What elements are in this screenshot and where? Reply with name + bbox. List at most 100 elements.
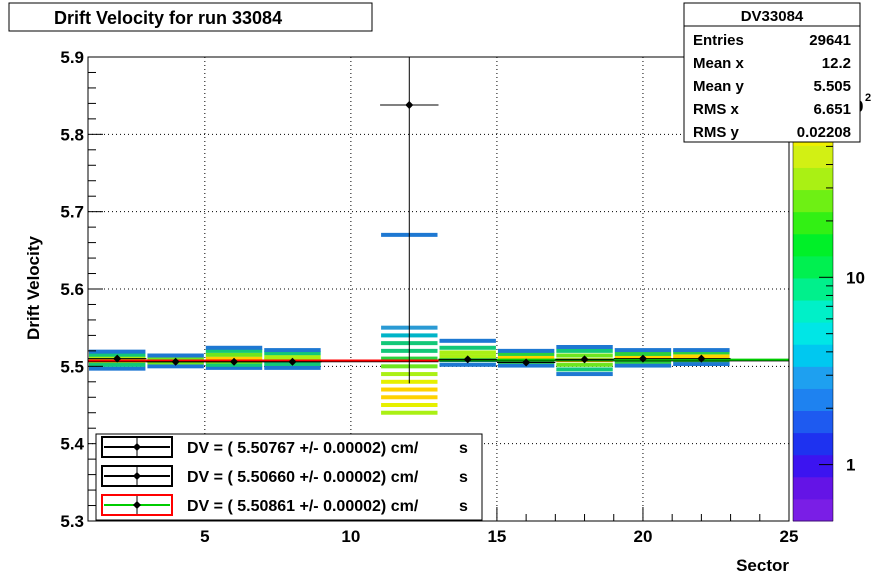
palette-cell — [793, 388, 833, 412]
colz-cell — [614, 348, 672, 353]
palette-cell — [793, 277, 833, 301]
tick-labels: 5 10 15 20 25 5.3 5.4 5.5 5.6 5.7 5.8 5.9 — [60, 48, 798, 546]
palette-cell — [793, 410, 833, 434]
colz-cell — [147, 364, 204, 369]
y-tick-label: 5.8 — [60, 125, 84, 144]
palette-cell — [793, 167, 833, 191]
colz-cell — [556, 367, 613, 372]
colz-cell — [497, 348, 555, 353]
legend-swatch-marker — [133, 472, 141, 480]
y-axis-label: Drift Velocity — [24, 235, 43, 339]
colz-cell — [673, 350, 730, 355]
palette-cell — [793, 233, 833, 257]
palette-cell — [793, 255, 833, 279]
colz-cell — [439, 338, 496, 343]
colz-cell — [205, 352, 263, 357]
palette-label-exponent: 2 — [865, 92, 871, 104]
y-tick-label: 5.7 — [60, 203, 84, 222]
profile-point — [638, 354, 647, 363]
colz-cell — [614, 351, 672, 356]
palette-label: 1 — [846, 456, 855, 475]
colz-cell — [673, 362, 730, 367]
palette-cell — [793, 498, 833, 522]
stats-row-value: 5.505 — [813, 78, 851, 95]
x-tick-label: 25 — [780, 527, 799, 546]
legend-label-overlay: s — [459, 440, 468, 457]
profile-point — [522, 358, 531, 367]
stats-row-label: RMS y — [693, 124, 740, 141]
y-tick-label: 5.4 — [60, 435, 84, 454]
palette-cell — [793, 476, 833, 500]
legend-swatch-frame — [101, 436, 173, 458]
profile-point — [288, 357, 297, 366]
palette-cell — [793, 322, 833, 345]
legend-swatch-frame — [101, 465, 173, 487]
profile-point — [697, 354, 706, 363]
colz-cell — [89, 362, 146, 367]
colz-cell — [381, 395, 438, 400]
legend-swatch-frame — [101, 494, 173, 516]
stats-row-label: Mean y — [693, 78, 745, 95]
profile-point — [230, 357, 239, 366]
colz-cell — [89, 349, 146, 354]
colz-cell — [264, 348, 321, 353]
palette-label: 10 — [846, 268, 865, 287]
colz-cell — [264, 355, 321, 360]
palette-cell — [793, 344, 833, 367]
stats-row-value: 29641 — [809, 32, 851, 49]
palette-cell — [793, 454, 833, 478]
palette-cell — [793, 432, 833, 456]
profile-point — [113, 354, 122, 363]
x-tick-label: 15 — [487, 527, 506, 546]
palette-cell — [793, 366, 833, 389]
x-axis-label: Sector — [736, 556, 789, 575]
stats-row-label: RMS x — [693, 101, 740, 118]
x-tick-label: 20 — [633, 527, 652, 546]
legend: DV = ( 5.50767 +/- 0.00002) cm/s DV = ( 5… — [95, 433, 483, 521]
colz-cell — [439, 350, 496, 355]
x-tick-label: 5 — [200, 527, 209, 546]
colz-cell — [205, 348, 263, 353]
colz-cell — [614, 363, 672, 368]
palette-cell — [793, 145, 833, 168]
legend-label: DV = ( 5.50660 +/- 0.00002) cm/ — [187, 469, 419, 486]
legend-label-overlay: s — [459, 498, 468, 515]
colz-cell — [381, 403, 438, 407]
title-box: Drift Velocity for run 33084 — [8, 2, 373, 32]
stats-row-value: 0.02208 — [797, 124, 851, 141]
palette-cell — [793, 189, 833, 213]
colz-cell — [556, 372, 613, 377]
palette-cell — [793, 300, 833, 323]
colz-cell — [439, 345, 496, 350]
stats-box: DV33084 Entries 29641 Mean x 12.2 Mean y… — [683, 2, 861, 143]
stats-row-value: 12.2 — [822, 55, 851, 72]
colz-cell — [264, 365, 321, 370]
legend-swatch-marker — [133, 443, 141, 451]
colz-cell — [497, 351, 555, 356]
x-tick-label: 10 — [341, 527, 360, 546]
colz-cell — [556, 345, 613, 349]
colz-cell — [556, 362, 613, 367]
colz-cell — [205, 345, 263, 350]
colz-cell — [89, 366, 146, 371]
colz-cell — [381, 410, 438, 415]
chart-title: Drift Velocity for run 33084 — [54, 8, 282, 28]
stats-row-label: Entries — [693, 32, 744, 49]
colz-cell — [556, 348, 613, 353]
y-tick-label: 5.3 — [60, 512, 84, 531]
colz-cell — [264, 351, 321, 356]
legend-label: DV = ( 5.50861 +/- 0.00002) cm/ — [187, 498, 419, 515]
colz-cell — [673, 348, 730, 353]
stats-title: DV33084 — [741, 8, 804, 25]
colz-cell — [147, 353, 204, 358]
colz-cell — [381, 387, 438, 392]
colz-cell — [497, 355, 555, 360]
fit-lines — [88, 358, 789, 363]
legend-label: DV = ( 5.50767 +/- 0.00002) cm/ — [187, 440, 419, 457]
palette-cell — [793, 211, 833, 235]
profile-point — [463, 355, 472, 364]
y-tick-label: 5.6 — [60, 280, 84, 299]
stats-row-value: 6.651 — [813, 101, 851, 118]
